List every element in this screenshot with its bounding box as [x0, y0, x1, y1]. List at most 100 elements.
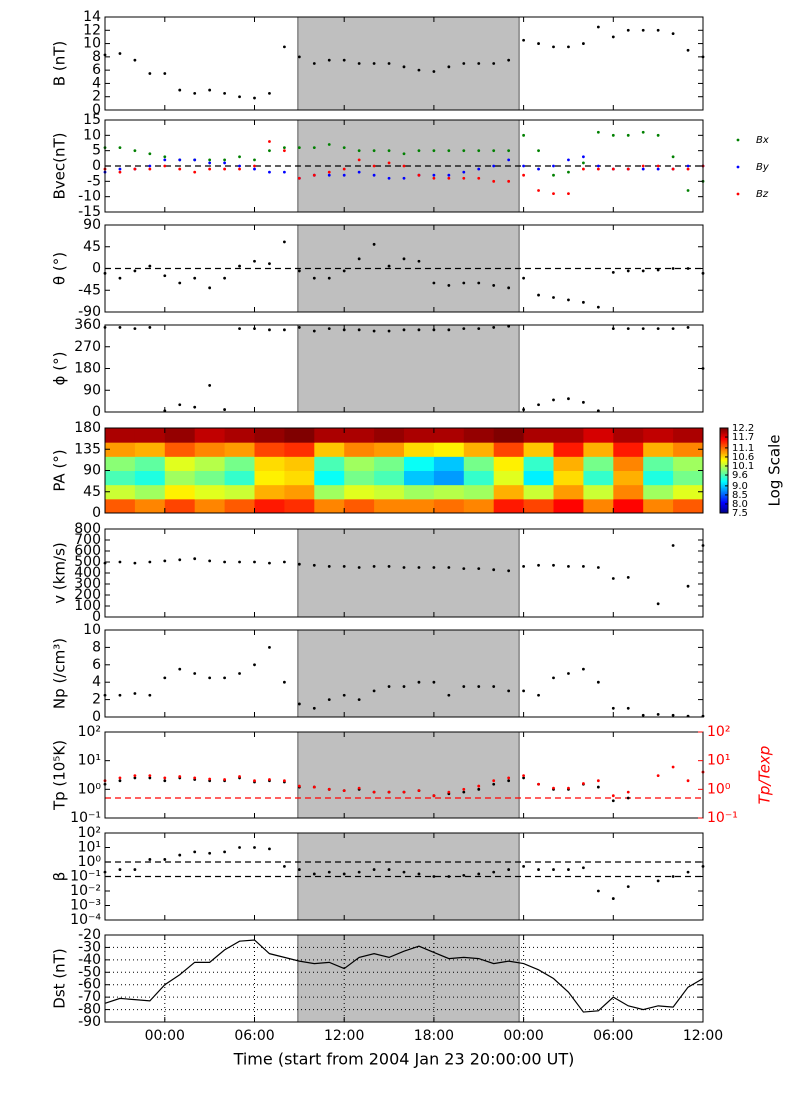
y-tick-label: 270: [74, 339, 101, 355]
data-point: [462, 790, 466, 794]
y-axis-label: θ (°): [51, 252, 69, 285]
heatmap-cell: [105, 442, 136, 457]
data-point: [686, 167, 690, 171]
data-point: [417, 872, 421, 876]
colorbar-stripe: [720, 429, 728, 432]
data-point: [552, 296, 555, 299]
heatmap-cell: [224, 456, 255, 471]
data-point: [507, 149, 511, 153]
y-tick-label: 10⁻³: [70, 898, 101, 914]
heatmap-cell: [583, 470, 614, 486]
data-point: [163, 274, 167, 278]
data-point: [268, 170, 271, 174]
data-point: [163, 779, 167, 783]
colorbar-label: Log Scale: [766, 435, 784, 507]
data-point: [283, 170, 286, 174]
colorbar-stripe: [720, 503, 728, 505]
data-point: [537, 149, 540, 153]
heatmap-cell: [643, 442, 674, 457]
data-point: [342, 693, 346, 697]
y-tick-label: -90: [78, 304, 101, 320]
colorbar-stripe: [720, 439, 728, 442]
y-tick-label: 45: [83, 239, 101, 255]
heatmap-cell: [404, 428, 435, 443]
heatmap-cell: [493, 498, 525, 514]
data-point: [462, 170, 466, 174]
data-point: [283, 328, 286, 332]
shaded-interval: [297, 529, 520, 617]
data-point: [342, 872, 346, 876]
colorbar-stripe: [720, 469, 728, 471]
data-point: [327, 565, 331, 568]
colorbar-stripe: [720, 450, 728, 453]
y-tick-label: -90: [78, 1014, 101, 1030]
data-point: [417, 259, 421, 263]
data-point: [626, 885, 630, 889]
heatmap-cell: [493, 442, 525, 457]
data-point: [387, 264, 391, 268]
y-tick-label: -20: [78, 927, 101, 943]
y-tick-label: 5: [92, 143, 101, 159]
heatmap-cell: [613, 484, 644, 500]
data-point: [477, 784, 481, 788]
heatmap-cell: [553, 470, 584, 486]
heatmap-cell: [105, 498, 136, 514]
data-point: [253, 779, 256, 783]
data-point: [208, 286, 212, 290]
heatmap-cell: [164, 428, 196, 443]
colorbar-tick-label: 8.5: [732, 490, 748, 501]
data-point: [686, 779, 690, 783]
heatmap-cell: [673, 456, 704, 471]
data-point: [208, 167, 212, 171]
data-point: [567, 298, 570, 302]
data-point: [402, 870, 406, 874]
data-point: [268, 646, 271, 649]
heatmap-cell: [105, 428, 136, 443]
y-tick-label: 10⁻²: [70, 883, 101, 899]
data-point: [492, 326, 496, 329]
data-point: [372, 689, 376, 693]
data-point: [118, 560, 122, 564]
data-point: [507, 779, 511, 783]
data-point: [268, 847, 271, 851]
data-point: [178, 667, 182, 671]
data-point: [641, 28, 645, 32]
data-point: [387, 176, 391, 180]
colorbar-tick-label: 9.0: [732, 481, 748, 492]
y-tick-label: 45: [83, 484, 101, 500]
y-tick-label: 0: [92, 709, 101, 725]
data-point: [492, 870, 496, 874]
data-point: [148, 264, 152, 268]
shaded-interval: [297, 630, 520, 717]
axes-frame: [104, 629, 704, 718]
y-tick-label: 0: [92, 404, 101, 420]
heatmap-cell: [254, 484, 285, 500]
heatmap-cell: [463, 456, 495, 471]
data-point: [477, 872, 481, 876]
heatmap-cell: [613, 470, 644, 486]
data-point: [417, 680, 421, 684]
data-point: [432, 149, 436, 153]
y-tick-label: 10⁻¹: [70, 869, 101, 885]
data-point: [626, 576, 630, 579]
data-point: [522, 689, 525, 693]
data-point: [312, 146, 316, 150]
heatmap-cell: [643, 470, 674, 486]
data-point: [462, 567, 466, 570]
colorbar-stripe: [720, 454, 728, 457]
data-point: [552, 868, 555, 871]
heatmap-cell: [463, 484, 495, 500]
data-point: [178, 775, 182, 778]
heatmap-cell: [224, 498, 255, 514]
data-point: [163, 776, 167, 780]
y-tick-label: 8: [92, 639, 101, 655]
y-tick-label: 6: [92, 62, 101, 78]
data-point: [268, 140, 271, 143]
data-point: [567, 158, 570, 162]
colorbar-stripe: [720, 436, 728, 439]
legend-marker: [736, 165, 740, 169]
data-point: [178, 403, 182, 407]
data-point: [118, 52, 122, 55]
data-point: [626, 133, 630, 137]
data-point: [492, 779, 496, 783]
